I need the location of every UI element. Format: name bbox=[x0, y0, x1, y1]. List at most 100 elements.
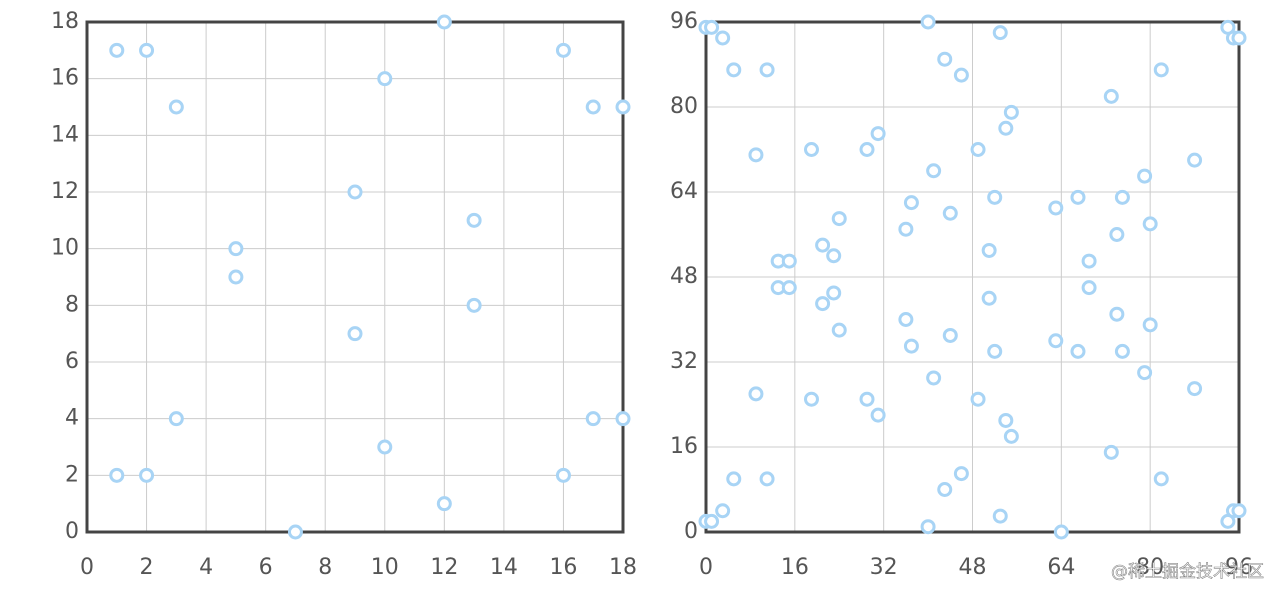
x-tick-label: 64 bbox=[1047, 555, 1075, 580]
point bbox=[1103, 88, 1119, 104]
point bbox=[1103, 444, 1119, 460]
point bbox=[1231, 503, 1247, 519]
point bbox=[585, 99, 601, 115]
point bbox=[831, 322, 847, 338]
x-tick-label: 48 bbox=[959, 555, 987, 580]
y-tick-label: 8 bbox=[65, 292, 79, 317]
x-tick-label: 8 bbox=[318, 555, 332, 580]
y-tick-label: 64 bbox=[670, 179, 698, 204]
x-tick-label: 18 bbox=[609, 555, 637, 580]
y-tick-label: 16 bbox=[670, 434, 698, 459]
point bbox=[981, 290, 997, 306]
point bbox=[1137, 365, 1153, 381]
point bbox=[898, 221, 914, 237]
point bbox=[942, 205, 958, 221]
point bbox=[555, 42, 571, 58]
point bbox=[436, 14, 452, 30]
y-tick-label: 32 bbox=[670, 349, 698, 374]
y-tick-label: 12 bbox=[51, 179, 79, 204]
point bbox=[1142, 216, 1158, 232]
point bbox=[228, 269, 244, 285]
y-tick-label: 96 bbox=[670, 9, 698, 34]
x-tick-label: 32 bbox=[870, 555, 898, 580]
x-tick-label: 14 bbox=[490, 555, 518, 580]
point bbox=[781, 253, 797, 269]
point bbox=[615, 411, 631, 427]
point bbox=[953, 466, 969, 482]
point bbox=[998, 412, 1014, 428]
watermark: @稀土掘金技术社区 bbox=[1111, 562, 1264, 582]
point bbox=[992, 508, 1008, 524]
point bbox=[555, 467, 571, 483]
point bbox=[1137, 168, 1153, 184]
point bbox=[228, 241, 244, 257]
plot-frame bbox=[85, 20, 625, 534]
point bbox=[377, 71, 393, 87]
point bbox=[826, 285, 842, 301]
point bbox=[1114, 343, 1130, 359]
point bbox=[1048, 333, 1064, 349]
point bbox=[1142, 317, 1158, 333]
point bbox=[347, 184, 363, 200]
point bbox=[715, 503, 731, 519]
point bbox=[870, 126, 886, 142]
y-tick-label: 2 bbox=[65, 462, 79, 487]
x-tick-label: 12 bbox=[430, 555, 458, 580]
y-tick-label: 80 bbox=[670, 94, 698, 119]
x-tick-label: 4 bbox=[199, 555, 213, 580]
point bbox=[1070, 189, 1086, 205]
x-tick-label: 0 bbox=[699, 555, 713, 580]
y-tick-label: 6 bbox=[65, 349, 79, 374]
x-tick-label: 16 bbox=[781, 555, 809, 580]
point bbox=[970, 391, 986, 407]
point bbox=[803, 142, 819, 157]
x-tick-label: 16 bbox=[549, 555, 577, 580]
point bbox=[1187, 152, 1203, 168]
point bbox=[1114, 189, 1130, 205]
y-tick-label: 0 bbox=[65, 519, 79, 544]
point bbox=[953, 67, 969, 83]
point bbox=[1153, 62, 1169, 78]
point bbox=[803, 391, 819, 407]
point bbox=[759, 62, 775, 78]
point bbox=[815, 237, 831, 253]
point bbox=[748, 147, 764, 163]
point bbox=[942, 327, 958, 343]
point bbox=[139, 42, 155, 58]
point bbox=[704, 19, 720, 35]
point bbox=[466, 297, 482, 313]
y-tick-label: 14 bbox=[51, 122, 79, 147]
plot-frame bbox=[704, 20, 1241, 534]
point bbox=[139, 467, 155, 483]
y-tick-label: 10 bbox=[51, 236, 79, 261]
point bbox=[436, 496, 452, 512]
point bbox=[726, 471, 742, 487]
point bbox=[920, 519, 936, 535]
point bbox=[903, 338, 919, 354]
y-tick-label: 4 bbox=[65, 406, 79, 431]
point bbox=[287, 524, 303, 540]
point bbox=[168, 411, 184, 427]
point bbox=[585, 411, 601, 427]
point bbox=[937, 482, 953, 497]
point bbox=[109, 42, 125, 58]
point bbox=[347, 326, 363, 342]
point bbox=[920, 14, 936, 30]
point bbox=[937, 51, 953, 67]
point bbox=[1153, 471, 1169, 487]
point bbox=[981, 242, 997, 258]
point bbox=[109, 467, 125, 483]
point bbox=[466, 212, 482, 228]
y-tick-label: 16 bbox=[51, 66, 79, 91]
y-tick-label: 18 bbox=[51, 9, 79, 34]
point bbox=[926, 163, 942, 179]
point bbox=[377, 439, 393, 455]
point bbox=[748, 386, 764, 402]
y-tick-label: 48 bbox=[670, 264, 698, 289]
point bbox=[1081, 253, 1097, 269]
point bbox=[1109, 306, 1125, 322]
point bbox=[998, 120, 1014, 136]
point bbox=[970, 142, 986, 157]
point bbox=[1053, 524, 1069, 540]
